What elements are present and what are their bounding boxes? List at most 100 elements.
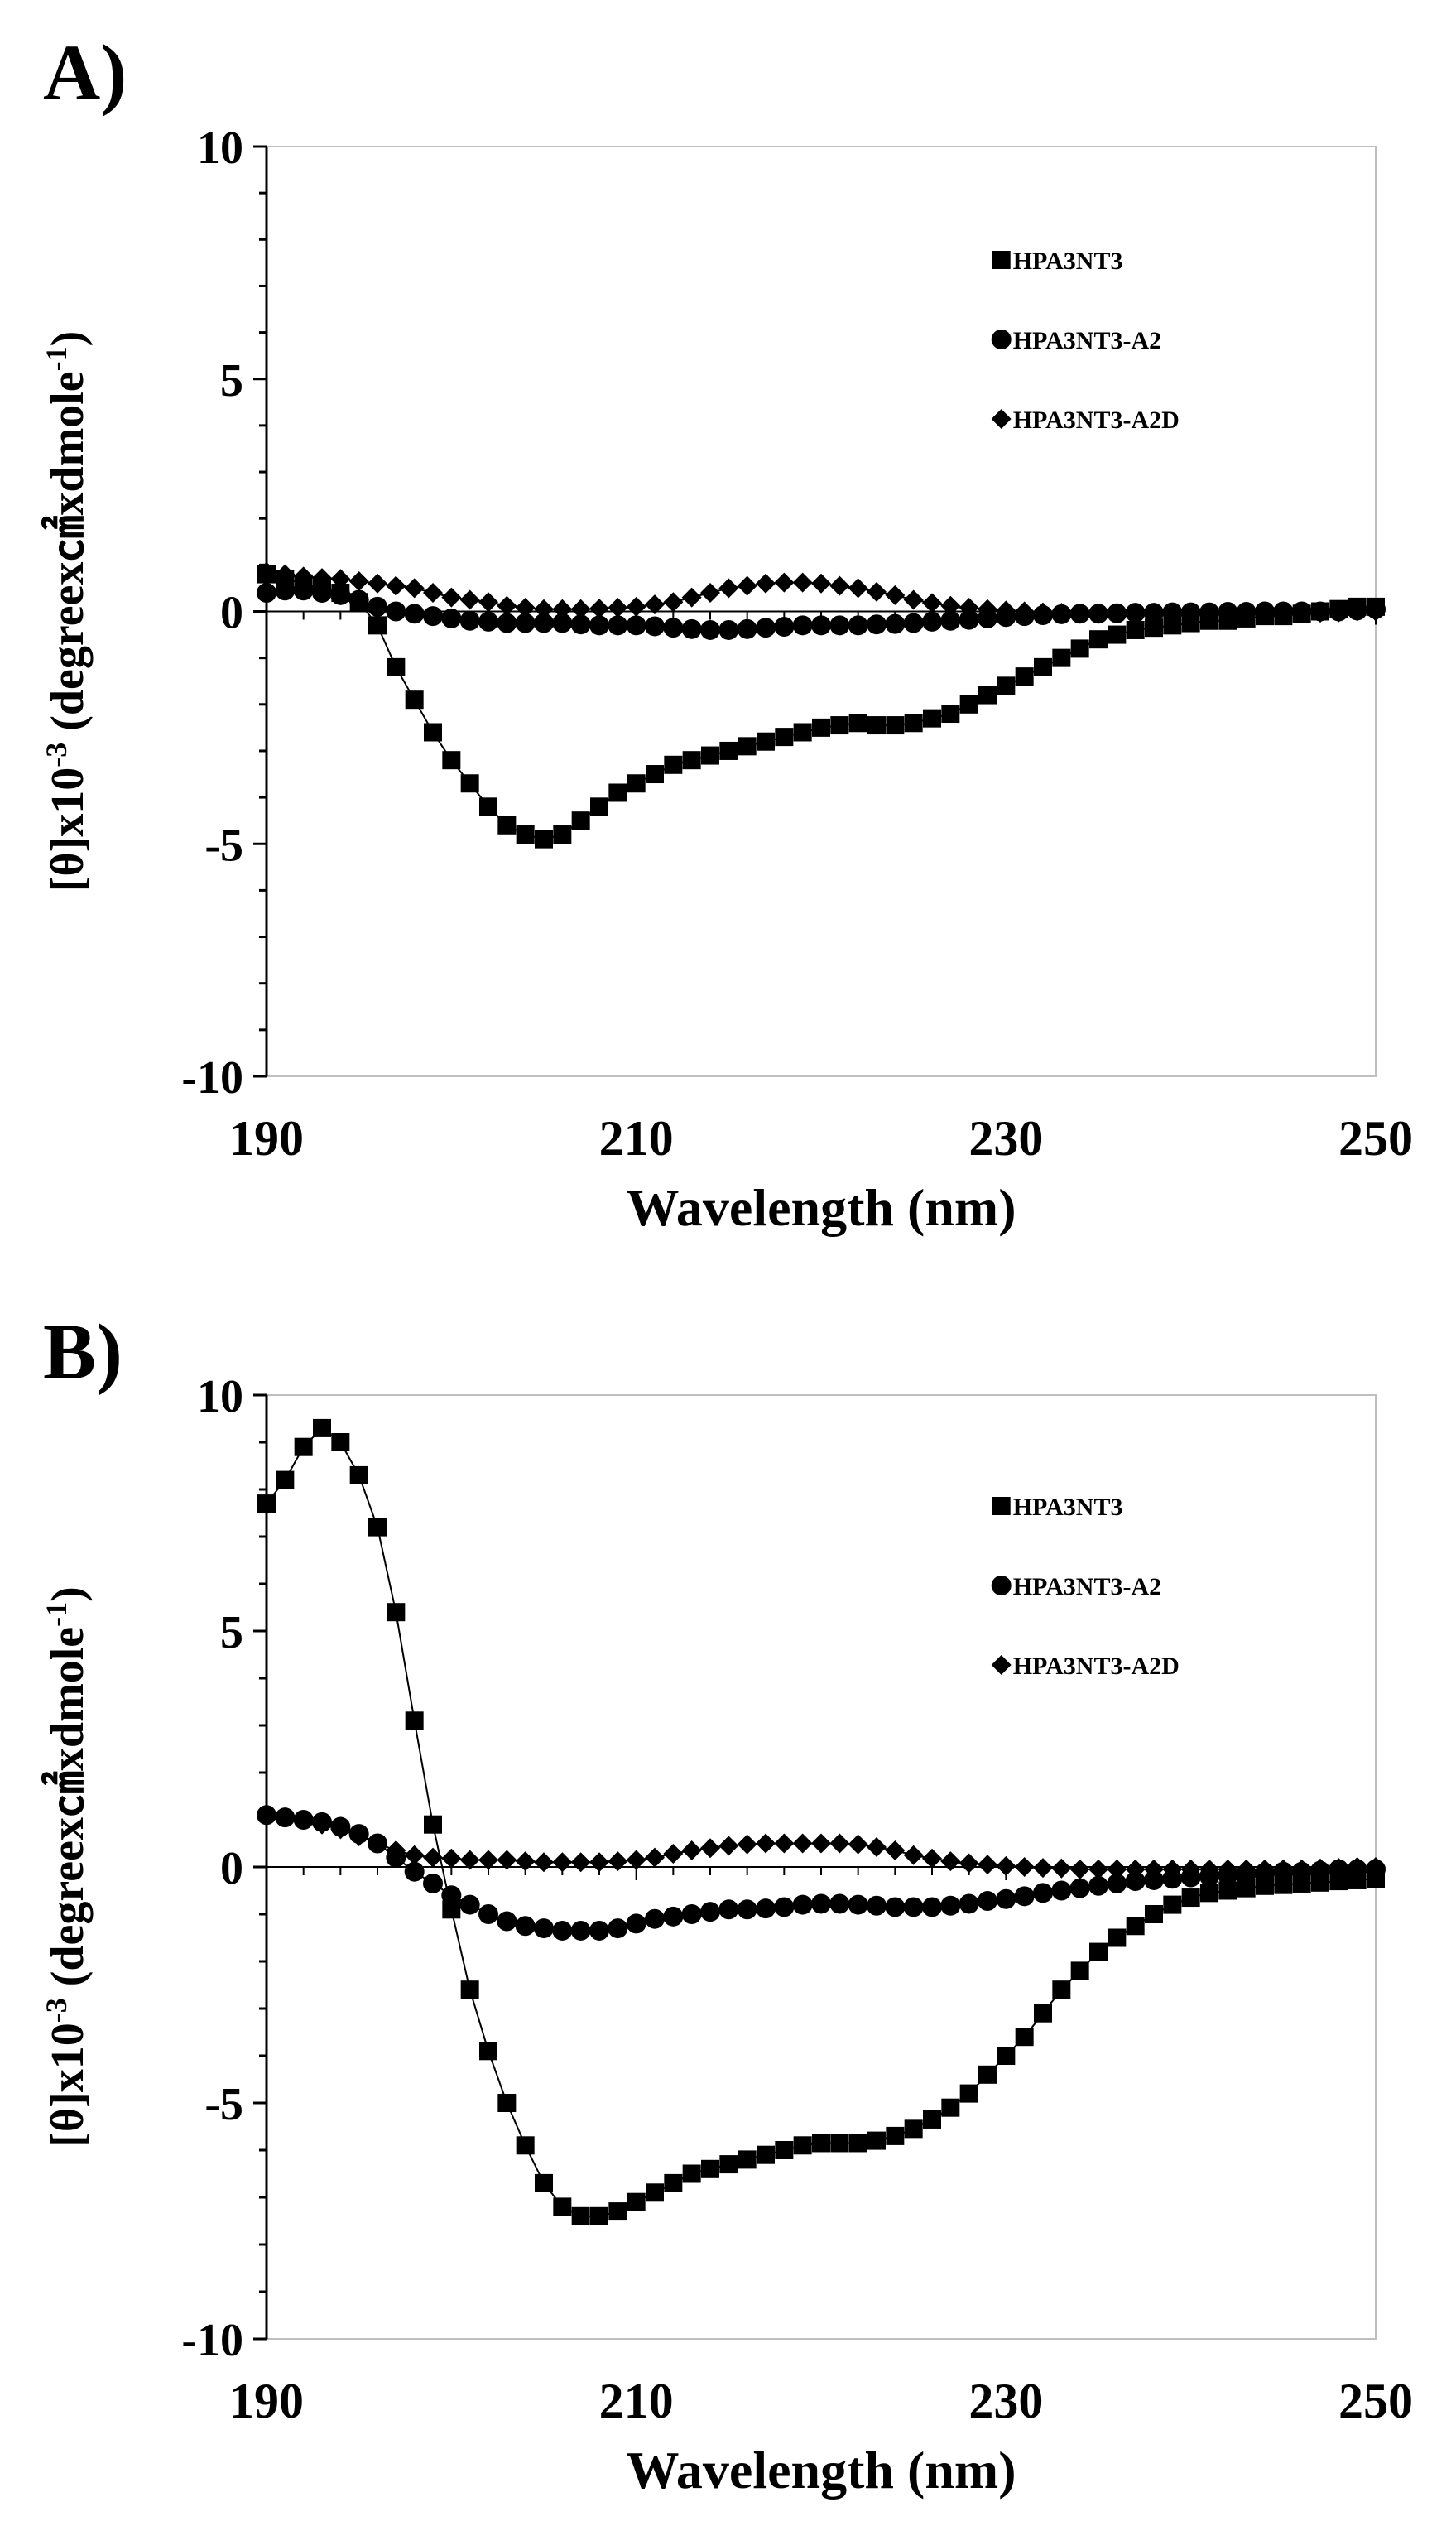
data-point <box>718 1836 739 1856</box>
data-point <box>516 825 535 844</box>
data-point <box>552 1852 573 1873</box>
data-point <box>681 1840 702 1861</box>
y-tick-label: -5 <box>204 2079 243 2130</box>
legend-entry: HPA3NT3-A2 <box>991 327 1161 354</box>
data-point <box>1273 1859 1294 1879</box>
data-point <box>848 1894 868 1915</box>
data-point <box>756 1898 776 1919</box>
data-point <box>608 1918 628 1939</box>
data-point <box>478 1904 498 1924</box>
data-point <box>423 1873 443 1893</box>
data-point <box>959 2084 978 2103</box>
data-point <box>1145 618 1163 638</box>
data-point <box>404 604 425 624</box>
data-point <box>1199 604 1219 624</box>
data-point <box>1237 1879 1256 1898</box>
data-point <box>775 2141 794 2159</box>
data-point <box>348 571 369 592</box>
data-point <box>848 578 868 599</box>
data-point <box>718 1899 739 1920</box>
data-point <box>701 2159 719 2178</box>
data-point <box>1014 601 1035 622</box>
legend-marker <box>991 330 1012 349</box>
data-point <box>552 1920 573 1941</box>
data-point <box>1069 1878 1090 1898</box>
data-point <box>459 589 480 610</box>
data-point <box>570 1920 591 1941</box>
data-point <box>793 2136 812 2155</box>
data-point <box>848 714 867 733</box>
data-point <box>848 1834 868 1855</box>
data-point <box>645 1908 665 1929</box>
y-tick-label: 0 <box>220 588 243 639</box>
data-point <box>793 723 812 742</box>
data-point <box>368 1833 387 1854</box>
data-point <box>608 2202 627 2221</box>
data-point <box>663 592 684 613</box>
data-point <box>497 1911 517 1932</box>
data-point <box>1108 625 1127 644</box>
data-point <box>978 2065 997 2084</box>
y-axis-label-superscript: -1 <box>40 1602 73 1627</box>
legend-marker <box>991 409 1012 429</box>
data-point <box>663 618 684 638</box>
data-point <box>792 572 813 593</box>
data-point <box>1162 1859 1183 1879</box>
data-point <box>1014 1857 1035 1877</box>
data-point <box>368 596 387 617</box>
x-tick-label: 190 <box>229 1111 304 1166</box>
data-point <box>959 598 979 618</box>
data-point <box>424 723 442 742</box>
data-point <box>904 2119 923 2139</box>
data-point <box>904 714 923 733</box>
y-axis-label-part: (degreex㎠xdmole <box>41 371 94 742</box>
data-point <box>737 575 757 596</box>
data-point <box>312 1814 332 1835</box>
y-tick-label: 10 <box>197 123 243 174</box>
data-point <box>479 2042 497 2061</box>
data-point <box>368 616 387 635</box>
data-point <box>738 737 757 756</box>
data-point <box>885 1897 906 1917</box>
data-point <box>1033 1858 1053 1879</box>
data-point <box>959 695 978 714</box>
data-point <box>719 741 738 760</box>
data-point <box>867 1837 887 1858</box>
data-point <box>1218 1881 1237 1900</box>
data-point <box>1291 1859 1312 1879</box>
legend-label: HPA3NT3 <box>1013 248 1123 275</box>
data-point <box>404 1861 425 1882</box>
data-point <box>774 617 795 638</box>
series-diamond <box>257 561 1386 624</box>
data-point <box>1181 1888 1200 1908</box>
data-point <box>867 581 887 602</box>
data-point <box>571 811 590 830</box>
legend-entry: HPA3NT3-A2D <box>991 1653 1180 1680</box>
data-point <box>1200 1884 1218 1903</box>
data-point <box>1347 1857 1367 1877</box>
data-point <box>330 585 351 605</box>
data-point <box>700 1838 720 1859</box>
data-point <box>1329 1858 1349 1879</box>
data-point <box>811 1893 831 1914</box>
data-point <box>1126 620 1145 639</box>
data-point <box>478 611 498 632</box>
data-point <box>829 615 850 636</box>
legend-label: HPA3NT3-A2 <box>1013 1573 1161 1600</box>
data-point <box>718 619 739 640</box>
data-point <box>404 1845 425 1865</box>
x-tick-label: 190 <box>229 2374 304 2428</box>
data-point <box>479 797 497 816</box>
data-point <box>700 619 720 640</box>
data-point <box>663 1906 684 1927</box>
data-point <box>1051 603 1072 623</box>
data-point <box>294 1437 313 1456</box>
data-point <box>275 1807 296 1828</box>
panel-b: B) 10 5 0 -5 -10 190 210 230 250 Wavelength (nm) [… <box>0 1263 1456 2526</box>
data-point <box>534 613 554 633</box>
data-point <box>441 587 462 608</box>
legend-label: HPA3NT3 <box>1013 1494 1123 1521</box>
data-point <box>1069 1859 1090 1879</box>
legend-entry: HPA3NT3 <box>992 248 1123 275</box>
y-axis-label-superscript: -3 <box>40 743 73 767</box>
